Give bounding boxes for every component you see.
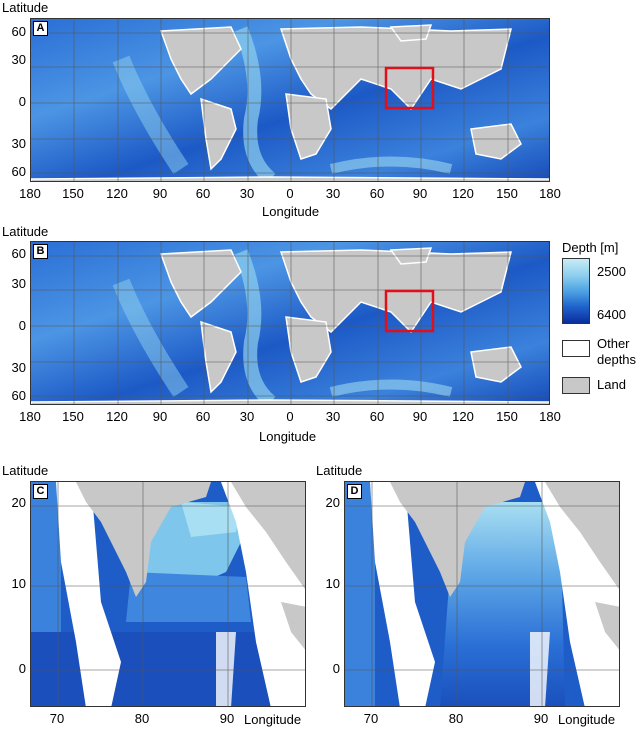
panel-tag: A <box>33 21 48 36</box>
lat-tick: 10 <box>325 576 340 591</box>
lat-tick: 0 <box>18 661 26 676</box>
lon-tick: 80 <box>134 711 150 726</box>
lat-tick: 30 <box>11 360 26 375</box>
lon-tick: 90 <box>152 409 168 424</box>
y-axis-label-d: Latitude <box>316 463 363 478</box>
x-axis-label-c: Longitude <box>244 712 302 727</box>
lon-tick: 90 <box>412 186 428 201</box>
lon-tick: 90 <box>152 186 168 201</box>
lat-tick: 60 <box>11 388 26 403</box>
lon-tick: 180 <box>539 409 561 424</box>
x-axis-label-b: Longitude <box>259 429 317 444</box>
other-depths-swatch <box>562 340 590 357</box>
land-label: Land <box>597 377 626 392</box>
world-depth-map-b: B <box>30 241 550 405</box>
lon-tick: 90 <box>412 409 428 424</box>
lat-tick: 20 <box>11 495 26 510</box>
panel-tag: B <box>33 244 48 259</box>
x-axis-label-a: Longitude <box>262 204 320 219</box>
land-swatch <box>562 377 590 394</box>
lon-tick: 120 <box>452 409 474 424</box>
lon-tick: 60 <box>195 186 211 201</box>
y-axis-label-a: Latitude <box>2 0 49 15</box>
panel-tag: C <box>33 484 48 499</box>
lon-tick: 60 <box>369 409 385 424</box>
colorbar-max-label: 6400 <box>597 307 626 322</box>
regional-depth-map-d: D <box>344 481 620 707</box>
lat-tick: 20 <box>325 495 340 510</box>
lon-tick: 70 <box>363 711 379 726</box>
regional-depth-map-c: C <box>30 481 306 707</box>
colorbar-min-label: 2500 <box>597 264 626 279</box>
depth-colorbar <box>562 258 590 324</box>
lon-tick: 150 <box>62 409 84 424</box>
lon-tick: 70 <box>49 711 65 726</box>
lon-tick: 150 <box>496 186 518 201</box>
x-axis-label-d: Longitude <box>558 712 616 727</box>
lat-tick: 30 <box>11 52 26 67</box>
lat-tick: 60 <box>11 246 26 261</box>
lon-tick: 90 <box>533 711 549 726</box>
lon-tick: 0 <box>286 409 294 424</box>
lon-tick: 60 <box>369 186 385 201</box>
lon-tick: 120 <box>106 186 128 201</box>
lon-tick: 150 <box>496 409 518 424</box>
lat-tick: 60 <box>11 24 26 39</box>
lat-tick: 0 <box>332 661 340 676</box>
lon-tick: 0 <box>286 186 294 201</box>
lon-tick: 120 <box>452 186 474 201</box>
y-axis-label-b: Latitude <box>2 224 49 239</box>
lon-tick: 30 <box>325 186 341 201</box>
lat-tick: 30 <box>11 276 26 291</box>
lon-tick: 180 <box>19 409 41 424</box>
lon-tick: 80 <box>448 711 464 726</box>
panel-tag: D <box>347 484 362 499</box>
lon-tick: 30 <box>239 409 255 424</box>
other-depths-label-1: Other <box>597 336 630 351</box>
lat-tick: 0 <box>18 318 26 333</box>
y-axis-label-c: Latitude <box>2 463 49 478</box>
lat-tick: 10 <box>11 576 26 591</box>
lon-tick: 180 <box>539 186 561 201</box>
lat-tick: 0 <box>18 94 26 109</box>
lat-tick: 30 <box>11 136 26 151</box>
lon-tick: 60 <box>195 409 211 424</box>
lon-tick: 30 <box>239 186 255 201</box>
lon-tick: 120 <box>106 409 128 424</box>
lon-tick: 30 <box>325 409 341 424</box>
lat-tick: 60 <box>11 164 26 179</box>
lon-tick: 90 <box>219 711 235 726</box>
lon-tick: 150 <box>62 186 84 201</box>
legend-title: Depth [m] <box>562 240 619 255</box>
world-depth-map-a: A <box>30 18 550 182</box>
other-depths-label-2: depths <box>597 352 637 367</box>
lon-tick: 180 <box>19 186 41 201</box>
